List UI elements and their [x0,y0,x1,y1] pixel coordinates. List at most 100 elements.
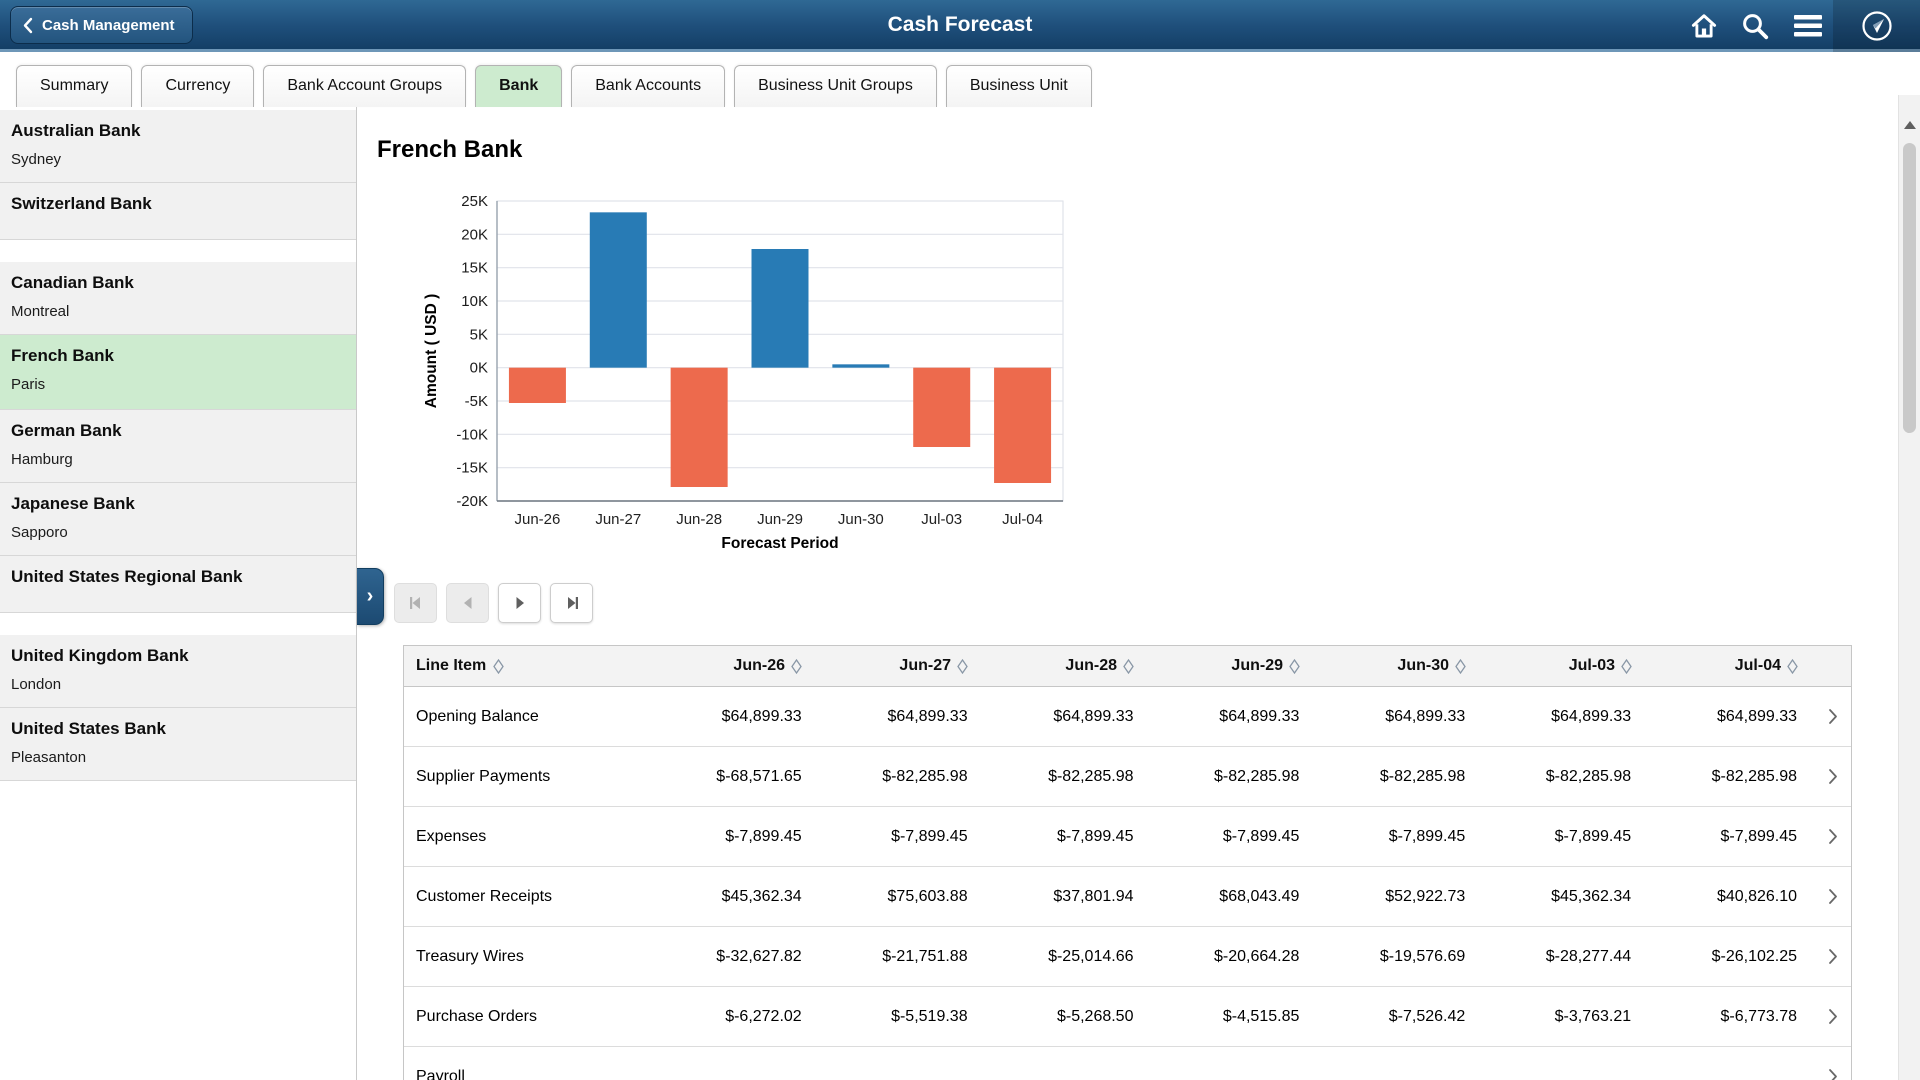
row-drilldown-button[interactable] [1815,828,1851,845]
back-chevron-icon [23,17,33,34]
sidebar-item-united-kingdom-bank[interactable]: United Kingdom Bank London [0,635,356,708]
amount-cell: $-7,899.45 [1388,827,1466,845]
chevron-right-icon [1828,708,1838,725]
column-header-jun-27[interactable]: Jun-27 [820,657,986,675]
row-drilldown-button[interactable] [1815,1068,1851,1080]
scroll-up-icon[interactable] [1904,121,1916,129]
forecast-bar-chart: 25K 20K 15K 10K 5K 0K -5K -10K -15K -20K Jun-26 Jun… [420,188,1080,553]
scrollbar-thumb[interactable] [1903,143,1916,433]
amount-cell: $-4,515.85 [1222,1007,1300,1025]
row-drilldown-button[interactable] [1815,1008,1851,1025]
sort-icon [1621,658,1632,674]
table-row-opening-balance: Opening Balance $64,899.33 $64,899.33 $64,8… [404,687,1851,747]
row-drilldown-button[interactable] [1815,888,1851,905]
selected-bank-title: French Bank [377,136,523,163]
sidebar-item-switzerland-bank[interactable]: Switzerland Bank [0,183,356,240]
bank-city: Montreal [11,303,70,320]
chevron-right-icon: › [366,585,374,607]
table-row-expenses: Expenses $-7,899.45 $-7,899.45 $-7,899.45 $-… [404,807,1851,867]
back-button[interactable]: Cash Management [10,6,193,44]
sort-icon [791,658,802,674]
tab-bank[interactable]: Bank [475,65,563,107]
amount-cell: $-82,285.98 [882,767,968,785]
menu-icon[interactable] [1786,0,1830,52]
tab-bank-accounts[interactable]: Bank Accounts [571,65,726,107]
column-header-jun-28[interactable]: Jun-28 [986,657,1152,675]
x-tick-label: Jun-30 [838,511,884,528]
bank-city: Pleasanton [11,749,87,766]
sort-icon [493,658,505,674]
y-tick-label: 0K [470,360,488,377]
bar-jun-27[interactable] [589,212,647,368]
bar-jul-04[interactable] [994,367,1052,483]
navbar-compass-icon[interactable] [1833,0,1920,52]
sidebar-item-united-states-bank[interactable]: United States Bank Pleasanton [0,708,356,781]
column-header-label: Jun-27 [899,657,951,674]
bank-name: German Bank [11,421,122,440]
bank-name: Australian Bank [11,121,141,140]
column-header-jun-26[interactable]: Jun-26 [654,657,820,675]
row-drilldown-button[interactable] [1815,948,1851,965]
column-header-line-item[interactable]: Line Item [404,657,654,675]
row-drilldown-button[interactable] [1815,768,1851,785]
tab-bank-account-groups[interactable]: Bank Account Groups [263,65,467,107]
next-page-icon [510,593,530,613]
x-tick-label: Jun-29 [757,511,803,528]
amount-cell: $-82,285.98 [1711,767,1798,785]
table-header-row: Line Item Jun-26 Jun-27 Jun-28 Jun-29 Jun-30 J… [404,646,1851,687]
sidebar-item-japanese-bank[interactable]: Japanese Bank Sapporo [0,483,356,556]
bank-city: Sapporo [11,524,68,541]
line-item-label: Supplier Payments [416,767,551,785]
last-page-button[interactable] [550,583,593,623]
bar-jun-26[interactable] [508,367,566,403]
amount-cell: $52,922.73 [1385,887,1466,905]
x-tick-label: Jul-03 [921,511,962,528]
bank-name: Canadian Bank [11,273,134,292]
amount-cell: $64,899.33 [1053,707,1134,725]
bar-jul-03[interactable] [913,367,971,447]
sidebar-item-united-states-regional-bank[interactable]: United States Regional Bank [0,556,356,613]
amount-cell: $64,899.33 [1551,707,1632,725]
tab-business-unit-groups[interactable]: Business Unit Groups [734,65,937,107]
amount-cell: $-82,285.98 [1213,767,1300,785]
amount-cell: $-82,285.98 [1545,767,1632,785]
collapse-panel-handle[interactable]: › [357,568,384,625]
x-tick-label: Jun-27 [595,511,641,528]
next-page-button[interactable] [498,583,541,623]
line-item-label: Customer Receipts [416,887,553,905]
bar-jun-28[interactable] [670,367,728,487]
search-icon[interactable] [1733,0,1777,52]
amount-cell: $-7,899.45 [1056,827,1134,845]
bank-name: United States Regional Bank [11,567,243,586]
amount-cell: $-21,751.88 [882,947,968,965]
bar-jun-30[interactable] [832,364,890,368]
chevron-right-icon [1828,1008,1838,1025]
tab-business-unit[interactable]: Business Unit [945,65,1092,107]
tab-summary[interactable]: Summary [16,65,133,107]
table-row-treasury-wires: Treasury Wires $-32,627.82 $-21,751.88 $-25… [404,927,1851,987]
sidebar-item-australian-bank[interactable]: Australian Bank Sydney [0,110,356,183]
bar-jun-29[interactable] [751,249,809,368]
tab-currency[interactable]: Currency [141,65,255,107]
table-row-purchase-orders: Purchase Orders $-6,272.02 $-5,519.38 $-5,2… [404,987,1851,1047]
x-tick-label: Jul-04 [1002,511,1043,528]
amount-cell: $37,801.94 [1053,887,1134,905]
sidebar-item-canadian-bank[interactable]: Canadian Bank Montreal [0,262,356,335]
column-header-jul-04[interactable]: Jul-04 [1650,657,1816,675]
y-tick-label: -15K [456,460,488,477]
column-header-jun-29[interactable]: Jun-29 [1152,657,1318,675]
line-item-label: Purchase Orders [416,1007,537,1025]
sidebar-item-german-bank[interactable]: German Bank Hamburg [0,410,356,483]
x-axis-title: Forecast Period [721,535,838,552]
amount-cell: $-7,899.45 [891,827,968,845]
sidebar-item-french-bank[interactable]: French Bank Paris [0,335,356,410]
column-header-jul-03[interactable]: Jul-03 [1484,657,1650,675]
page-scrollbar[interactable] [1898,95,1920,1080]
amount-cell: $-28,277.44 [1545,947,1632,965]
line-item-label: Treasury Wires [416,947,524,965]
column-header-jun-30[interactable]: Jun-30 [1318,657,1484,675]
bank-name: Switzerland Bank [11,194,152,213]
y-tick-label: -10K [456,426,488,443]
row-drilldown-button[interactable] [1815,708,1851,725]
home-icon[interactable] [1682,0,1726,52]
